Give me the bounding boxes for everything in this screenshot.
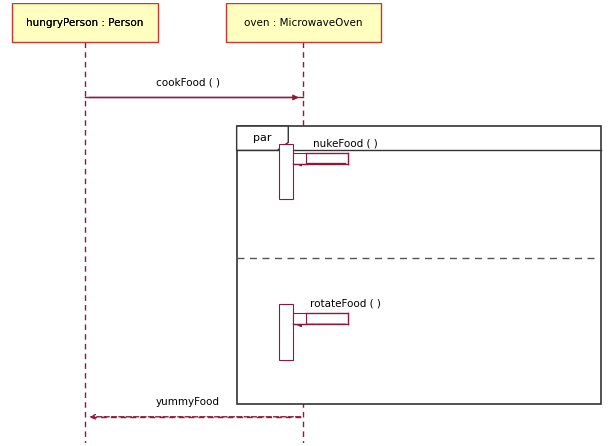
Bar (12, 3, 158, 42)
Text: hungryPerson : Person: hungryPerson : Person (26, 17, 143, 28)
Text: yummyFood: yummyFood (156, 397, 220, 407)
Bar (226, 3, 381, 42)
Bar (279, 305, 292, 359)
Text: rotateFood ( ): rotateFood ( ) (310, 299, 381, 309)
Text: par: par (253, 133, 272, 143)
Text: hungryPerson : Person: hungryPerson : Person (26, 17, 143, 28)
Text: oven : MicrowaveOven: oven : MicrowaveOven (244, 17, 363, 28)
Text: nukeFood ( ): nukeFood ( ) (313, 138, 378, 148)
Text: cookFood ( ): cookFood ( ) (156, 78, 220, 88)
Bar (292, 153, 306, 164)
Bar (292, 313, 306, 324)
Bar (237, 126, 601, 404)
Polygon shape (237, 126, 288, 150)
Bar (279, 144, 292, 199)
